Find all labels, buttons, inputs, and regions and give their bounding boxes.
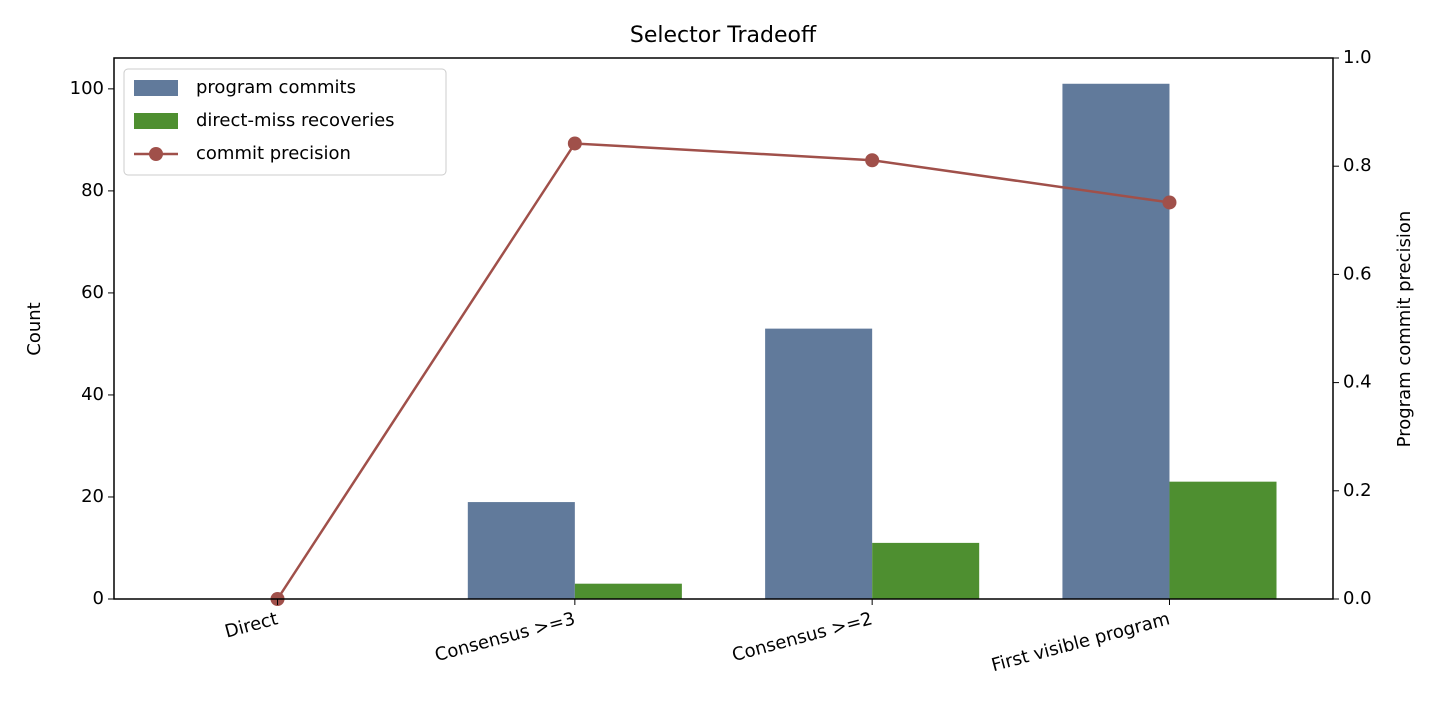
y2-axis-label: Program commit precision: [1394, 211, 1415, 448]
y2-tick-label: 0.6: [1343, 263, 1372, 284]
line: [276, 142, 1170, 600]
y2-tick-label: 1.0: [1343, 47, 1372, 68]
y-tick-label: 20: [81, 486, 104, 507]
legend-swatch: [134, 113, 178, 129]
chart-title: Selector Tradeoff: [630, 23, 817, 48]
plot-frame: [113, 57, 1334, 600]
line-marker: [567, 136, 582, 151]
y2-tick-label: 0.8: [1343, 155, 1372, 176]
bar: [872, 542, 980, 599]
legend-label: direct-miss recoveries: [196, 110, 395, 131]
y2-tick-label: 0.4: [1343, 372, 1372, 393]
legend-label: commit precision: [196, 143, 351, 164]
bar: [765, 328, 873, 599]
bar: [467, 502, 575, 599]
legend-frame: [123, 68, 447, 176]
line-marker: [865, 153, 880, 168]
bar: [1169, 481, 1277, 599]
y-axis-label: Count: [24, 302, 45, 355]
bar: [574, 583, 682, 599]
y2-tick-label: 0.2: [1343, 480, 1372, 501]
y-tick-label: 100: [70, 78, 104, 99]
legend-marker: [149, 147, 163, 161]
y2-tick-label: 0.0: [1343, 588, 1372, 609]
line-marker: [1162, 195, 1177, 210]
y-tick-label: 40: [81, 384, 104, 405]
y-tick-label: 0: [93, 588, 104, 609]
bar: [1062, 83, 1170, 599]
legend-swatch: [134, 80, 178, 96]
y-tick-label: 60: [81, 282, 104, 303]
y-tick-label: 80: [81, 180, 104, 201]
legend: program commits direct-miss recoveries com…: [123, 68, 447, 176]
legend-label: program commits: [196, 77, 356, 98]
